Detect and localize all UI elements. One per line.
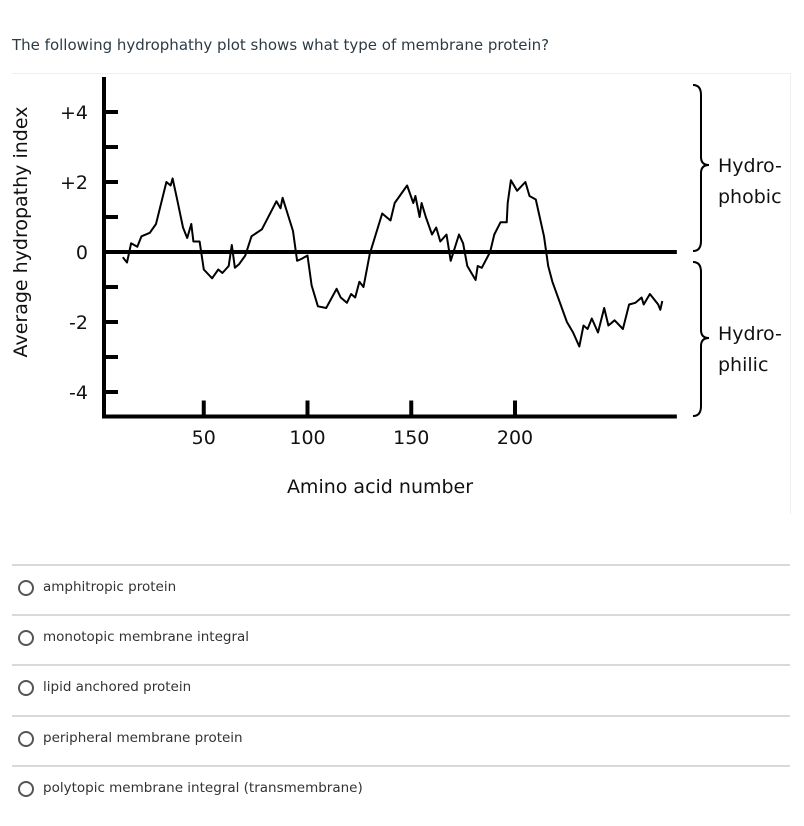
radio-button[interactable] bbox=[18, 731, 34, 747]
y-tick-label: -4 bbox=[69, 382, 88, 404]
hydrophilic-brace bbox=[692, 261, 710, 417]
hydrophilic-label-line2: philic bbox=[718, 354, 768, 376]
answer-option[interactable]: monotopic membrane integral bbox=[12, 614, 790, 666]
radio-button[interactable] bbox=[18, 580, 34, 596]
hydropathy-plot: +4 +2 0 -2 -4 50 100 150 200 Average hydropathy … bbox=[10, 77, 782, 498]
answer-option[interactable]: lipid anchored protein bbox=[12, 664, 790, 716]
option-label: peripheral membrane protein bbox=[43, 730, 243, 746]
option-label: monotopic membrane integral bbox=[43, 629, 250, 645]
hydrophilic-label-line1: Hydro- bbox=[718, 323, 782, 345]
ticks: +4 +2 0 -2 -4 50 100 150 200 bbox=[60, 102, 533, 449]
question-text: The following hydrophathy plot shows wha… bbox=[12, 36, 550, 54]
answer-option[interactable]: polytopic membrane integral (transmembra… bbox=[12, 765, 790, 817]
option-label: polytopic membrane integral (transmembra… bbox=[43, 780, 363, 796]
x-axis-label: Amino acid number bbox=[287, 476, 473, 498]
x-tick-label: 50 bbox=[192, 427, 216, 449]
x-tick-label: 200 bbox=[497, 427, 533, 449]
axes bbox=[102, 77, 677, 419]
option-label: lipid anchored protein bbox=[43, 679, 192, 695]
y-tick-label: 0 bbox=[76, 242, 88, 264]
x-tick-label: 150 bbox=[393, 427, 429, 449]
answer-option[interactable]: peripheral membrane protein bbox=[12, 715, 790, 767]
radio-button[interactable] bbox=[18, 781, 34, 797]
y-axis-label: Average hydropathy index bbox=[10, 107, 32, 358]
y-tick-label: +4 bbox=[60, 102, 88, 124]
x-tick-label: 100 bbox=[289, 427, 325, 449]
chart-image-frame bbox=[12, 73, 791, 514]
hydrophobic-label-line1: Hydro- bbox=[718, 155, 782, 177]
radio-button[interactable] bbox=[18, 630, 34, 646]
radio-button[interactable] bbox=[18, 680, 34, 696]
answer-option[interactable]: amphitropic protein bbox=[12, 564, 790, 616]
hydrophobic-brace bbox=[692, 84, 710, 252]
y-tick-label: +2 bbox=[60, 172, 88, 194]
hydrophobic-label-line2: phobic bbox=[718, 186, 782, 208]
option-label: amphitropic protein bbox=[43, 579, 177, 595]
hydropathy-curve bbox=[122, 177, 664, 348]
y-tick-label: -2 bbox=[69, 312, 88, 334]
